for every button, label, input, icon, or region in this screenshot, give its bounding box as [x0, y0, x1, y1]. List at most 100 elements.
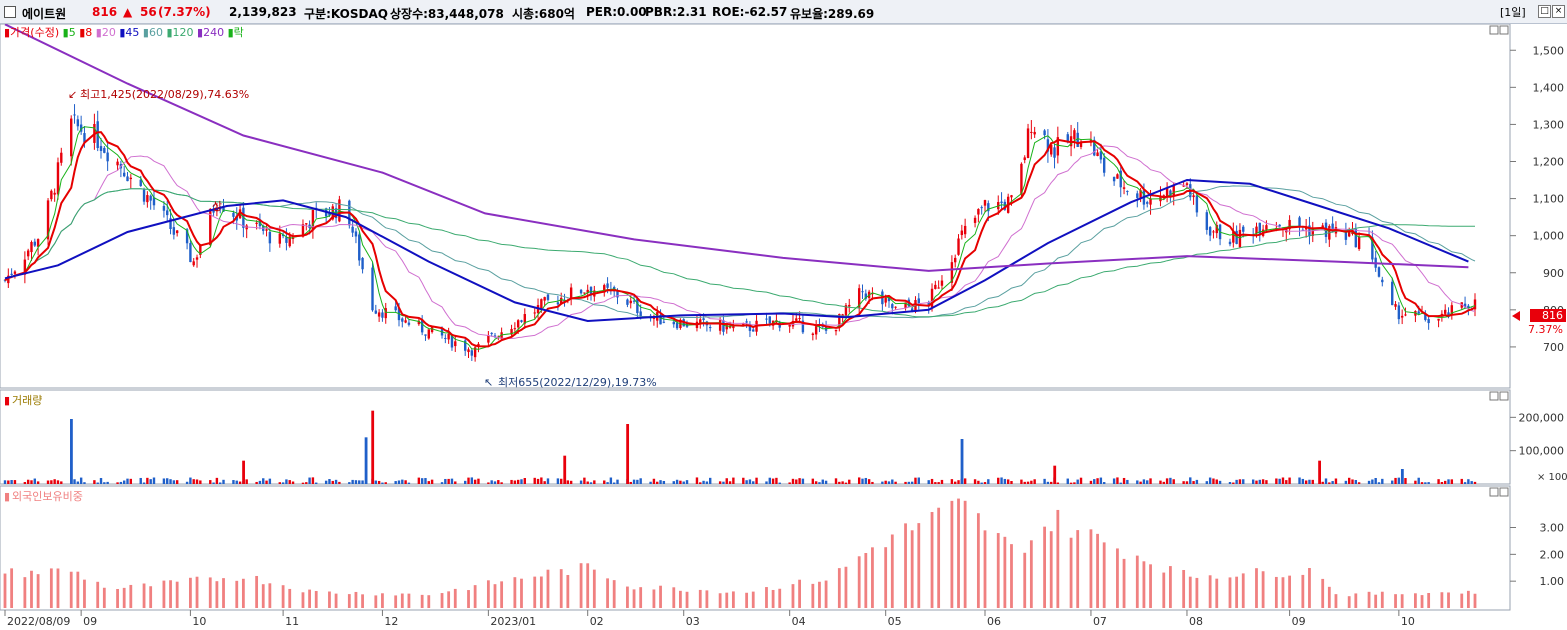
volume-bar [235, 480, 238, 484]
price-panel-maximize-icon[interactable] [1489, 25, 1499, 35]
candle-body [1003, 201, 1007, 210]
candle-body [1391, 281, 1394, 306]
pbr-value: PBR:2.31 [645, 5, 707, 19]
volume-bar [1311, 479, 1314, 484]
candle-body [1331, 223, 1334, 233]
volume-bar [53, 479, 56, 484]
volume-panel-maximize-icon[interactable] [1489, 391, 1499, 401]
candle-body [957, 238, 960, 255]
foreign-ratio-bar [142, 583, 146, 608]
candle-body [500, 332, 503, 339]
candle-body [1304, 227, 1308, 230]
foreign-ratio-bar [268, 583, 272, 608]
candle-body [768, 316, 771, 324]
foreign-ratio-bar [1162, 572, 1166, 608]
foreign-panel-close-icon[interactable] [1499, 487, 1509, 497]
ma20-line [4, 145, 1476, 340]
foreign-ratio-bar [453, 588, 457, 608]
restore-icon[interactable]: □ [1538, 5, 1551, 18]
select-checkbox[interactable] [4, 6, 16, 18]
foreign-ratio-bar [857, 556, 861, 608]
foreign-panel-maximize-icon[interactable] [1489, 487, 1499, 497]
change-percent: (7.37%) [158, 5, 211, 19]
volume-spike-bar [563, 455, 567, 484]
candle-body [583, 292, 586, 294]
volume-bar [291, 481, 295, 484]
x-tick-label: 02 [590, 615, 604, 628]
volume-bar [397, 480, 401, 484]
volume-spike-bar [242, 460, 245, 484]
volume-panel-close-icon[interactable] [1499, 391, 1509, 401]
volume-bar [1050, 481, 1053, 484]
candle-body [420, 319, 424, 333]
volume-bar [212, 482, 215, 484]
candle-body [798, 318, 801, 320]
volume-bar [10, 480, 13, 484]
market-type: 구분:KOSDAQ [304, 7, 388, 21]
volume-bar [311, 477, 315, 484]
candle-body [473, 347, 477, 358]
candle-body [934, 284, 937, 289]
candle-body [209, 208, 212, 245]
foreign-ratio-bar [1414, 593, 1417, 608]
volume-bar [765, 481, 768, 484]
volume-bar [258, 480, 262, 484]
volume-bar [768, 477, 771, 484]
candle-body [1116, 174, 1119, 179]
candle-body [1301, 229, 1305, 231]
candle-body [748, 324, 752, 331]
foreign-ratio-bar [215, 581, 219, 608]
volume-bar [1414, 480, 1417, 484]
volume-bar [1324, 478, 1328, 484]
volume-bar [1397, 477, 1401, 484]
price-panel-close-icon[interactable] [1499, 25, 1509, 35]
volume-bar [103, 482, 106, 484]
change-arrow-icon: ▲ [123, 5, 133, 19]
foreign-ratio-bar [30, 570, 33, 608]
candle-body [1076, 132, 1079, 147]
candle-body [659, 314, 662, 325]
volume-bar [106, 481, 109, 484]
candle-body [1050, 144, 1053, 155]
volume-bar [1228, 482, 1232, 484]
volume-bar [579, 480, 583, 484]
volume-bar [440, 482, 444, 484]
volume-bar [1165, 478, 1169, 484]
candle-body [1437, 318, 1440, 321]
close-icon[interactable]: × [1552, 5, 1565, 18]
volume-bar [1235, 479, 1238, 484]
foreign-ratio-bar [1380, 591, 1384, 608]
foreign-ratio-bar [195, 576, 199, 608]
volume-bar [659, 480, 662, 484]
foreign-ratio-bar [175, 581, 179, 608]
volume-bar [1102, 482, 1106, 484]
foreign-ratio-bar [612, 580, 616, 608]
foreign-ratio-bar [639, 587, 643, 608]
x-tick-label: 10 [1401, 615, 1415, 628]
foreign-ratio-bar [652, 589, 656, 608]
foreign-ratio-bar [1228, 577, 1232, 608]
candle-body [255, 222, 258, 224]
volume-tick-label: 200,000 [1519, 411, 1565, 424]
candle-body [1278, 224, 1281, 227]
candle-body [838, 314, 841, 329]
volume-bar [1023, 481, 1026, 484]
volume-bar [1043, 478, 1046, 484]
candle-body [722, 320, 725, 332]
period-selector[interactable]: [1일] [1500, 6, 1526, 19]
candle-body [871, 293, 874, 295]
foreign-ratio-bar [811, 583, 815, 608]
candle-body [288, 236, 291, 247]
foreign-ratio-bar [731, 591, 735, 608]
legend-marker: ▮ [194, 26, 204, 39]
candle-body [464, 340, 467, 351]
foreign-ratio-bar [1182, 569, 1186, 608]
foreign-ratio-bar [36, 574, 40, 608]
candle-body [629, 300, 632, 304]
candle-body [632, 300, 636, 302]
candle-body [152, 197, 156, 206]
foreign-ratio-bar [354, 591, 358, 608]
candle-body [930, 288, 934, 308]
candle-body [7, 275, 10, 284]
volume-bar [523, 478, 526, 484]
